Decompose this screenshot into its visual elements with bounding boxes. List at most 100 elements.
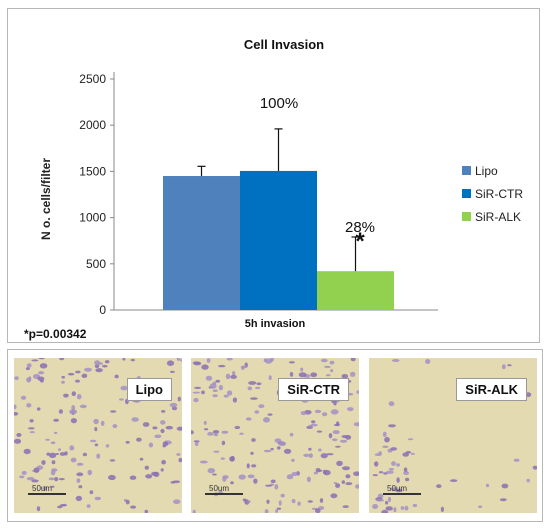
y-tick-label: 2500 bbox=[79, 72, 106, 86]
stained-cell bbox=[268, 375, 272, 381]
micrograph-lipo: Lipo 50um bbox=[14, 358, 182, 513]
stained-cell bbox=[501, 483, 509, 489]
stained-cell bbox=[104, 360, 110, 364]
stained-cell bbox=[387, 496, 392, 503]
stained-cell bbox=[26, 363, 32, 368]
stained-cell bbox=[108, 474, 116, 481]
micrograph-image bbox=[191, 358, 359, 513]
stained-cell bbox=[109, 459, 116, 462]
stained-cell bbox=[330, 369, 334, 373]
stained-cell bbox=[247, 500, 251, 503]
stained-cell bbox=[254, 410, 260, 414]
stained-cell bbox=[308, 453, 313, 458]
stained-cell bbox=[207, 468, 216, 474]
stained-cell bbox=[41, 460, 46, 465]
stained-cell bbox=[100, 420, 105, 426]
stained-cell bbox=[390, 487, 396, 492]
bar-sir-ctr bbox=[240, 170, 317, 310]
stained-cell bbox=[194, 386, 202, 389]
stained-cell bbox=[499, 498, 507, 502]
stained-cell bbox=[31, 479, 39, 483]
stained-cell bbox=[201, 364, 209, 370]
stained-cell bbox=[171, 406, 178, 411]
stained-cell bbox=[342, 466, 350, 471]
stained-cell bbox=[39, 363, 48, 369]
stained-cell bbox=[51, 468, 58, 472]
stained-cell bbox=[82, 452, 87, 457]
p-value-note: *p=0.00342 bbox=[24, 327, 87, 341]
stained-cell bbox=[78, 485, 83, 489]
stained-cell bbox=[222, 476, 227, 482]
stained-cell bbox=[303, 453, 310, 457]
stained-cell bbox=[391, 461, 396, 466]
stained-cell bbox=[403, 467, 408, 472]
stained-cell bbox=[526, 478, 530, 483]
stained-cell bbox=[405, 451, 412, 454]
micrograph-label: SiR-CTR bbox=[278, 378, 349, 401]
stained-cell bbox=[300, 367, 304, 372]
stained-cell bbox=[59, 452, 66, 456]
stained-cell bbox=[212, 394, 218, 398]
stained-cell bbox=[525, 392, 532, 398]
stained-cell bbox=[485, 483, 490, 488]
stained-cell bbox=[112, 424, 118, 429]
stained-cell bbox=[21, 470, 27, 475]
stained-cell bbox=[267, 413, 273, 416]
stained-cell bbox=[94, 443, 99, 447]
stained-cell bbox=[396, 477, 400, 483]
stained-cell bbox=[177, 396, 181, 402]
stained-cell bbox=[58, 409, 64, 414]
stained-cell bbox=[95, 368, 103, 373]
stained-cell bbox=[333, 400, 337, 406]
stained-cell bbox=[130, 358, 135, 362]
stained-cell bbox=[54, 431, 58, 435]
stained-cell bbox=[129, 475, 137, 480]
stained-cell bbox=[385, 500, 389, 505]
stained-cell bbox=[75, 379, 80, 383]
stained-cell bbox=[162, 441, 169, 447]
y-tick-label: 1500 bbox=[79, 164, 106, 178]
stained-cell bbox=[246, 463, 250, 469]
stained-cell bbox=[382, 445, 389, 448]
y-tick-label: 2000 bbox=[79, 118, 106, 132]
stained-cell bbox=[48, 452, 57, 458]
stained-cell bbox=[142, 422, 150, 427]
stained-cell bbox=[105, 444, 110, 448]
micrograph-image bbox=[14, 358, 182, 513]
stained-cell bbox=[355, 484, 359, 489]
stained-cell bbox=[374, 453, 382, 456]
stained-cell bbox=[165, 425, 173, 430]
stained-cell bbox=[388, 424, 396, 428]
stained-cell bbox=[37, 376, 45, 381]
stained-cell bbox=[220, 457, 225, 460]
pct-label-sir-alk: 28% bbox=[345, 219, 375, 236]
stained-cell bbox=[232, 397, 237, 403]
legend-label-sir-alk: SiR-ALK bbox=[475, 210, 521, 224]
stained-cell bbox=[258, 404, 265, 409]
stained-cell bbox=[256, 382, 262, 386]
micrograph-sir-alk: SiR-ALK 50um bbox=[369, 358, 537, 513]
stained-cell bbox=[160, 468, 164, 472]
stained-cell bbox=[316, 430, 323, 433]
stained-cell bbox=[306, 476, 311, 483]
stained-cell bbox=[154, 434, 162, 439]
stained-cell bbox=[169, 402, 178, 408]
stained-cell bbox=[255, 386, 261, 390]
stained-cell bbox=[93, 418, 99, 425]
stained-cell bbox=[206, 358, 211, 363]
stained-cell bbox=[328, 433, 333, 439]
stained-cell bbox=[176, 453, 181, 456]
stained-cell bbox=[199, 460, 208, 464]
stained-cell bbox=[71, 391, 76, 397]
stained-cell bbox=[120, 385, 128, 391]
stained-cell bbox=[227, 390, 233, 396]
stained-cell bbox=[330, 493, 338, 499]
stained-cell bbox=[440, 506, 444, 512]
stained-cell bbox=[229, 456, 235, 462]
stained-cell bbox=[16, 433, 22, 437]
legend: Lipo SiR-CTR SiR-ALK bbox=[462, 164, 523, 224]
stained-cell bbox=[94, 427, 98, 432]
stained-cell bbox=[276, 507, 282, 510]
stained-cell bbox=[61, 380, 65, 384]
stained-cell bbox=[350, 371, 356, 377]
